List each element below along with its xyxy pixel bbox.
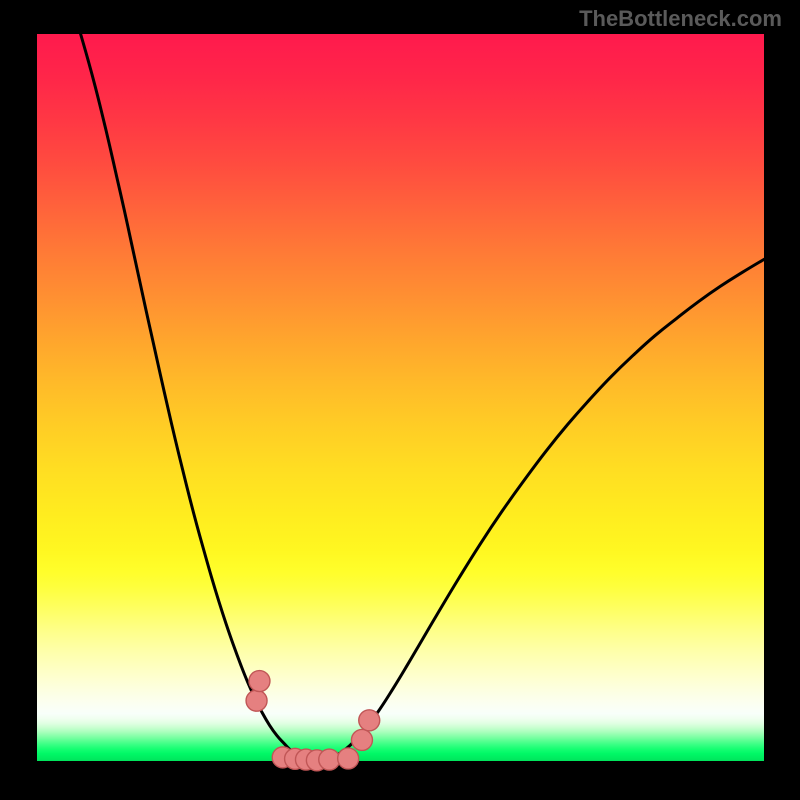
plot-panel (37, 34, 764, 761)
marker-point (249, 671, 270, 692)
marker-point (246, 690, 267, 711)
root-container: TheBottleneck.com (0, 0, 800, 800)
plot-svg (0, 0, 800, 800)
marker-point (338, 748, 359, 769)
watermark-label: TheBottleneck.com (579, 6, 782, 32)
marker-point (319, 749, 340, 770)
marker-point (359, 710, 380, 731)
marker-point (351, 729, 372, 750)
